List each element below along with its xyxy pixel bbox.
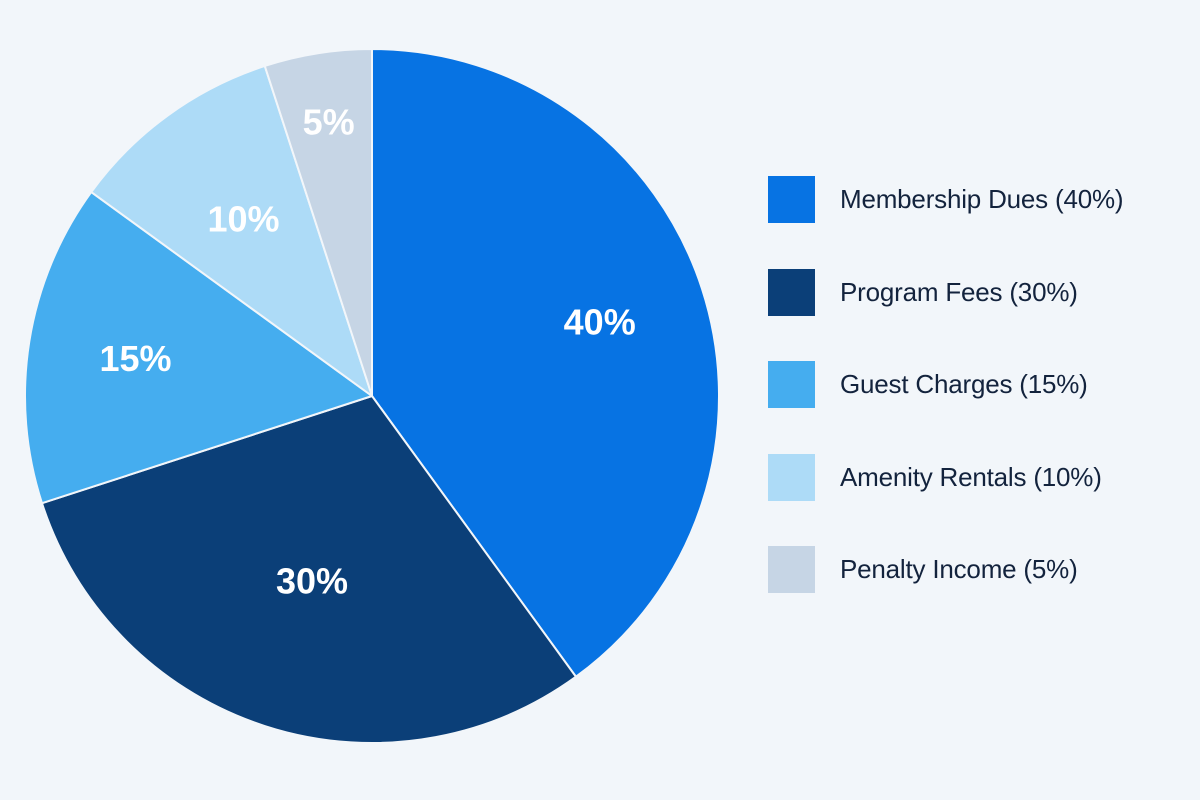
legend-item-guest-charges: Guest Charges (15%) bbox=[768, 361, 1188, 408]
pie-slice-labels: 40% 30% 15% 10% 5% bbox=[99, 101, 635, 601]
pie-label-amenity-rentals: 10% bbox=[207, 199, 279, 240]
legend-item-membership-dues: Membership Dues (40%) bbox=[768, 176, 1188, 223]
pie-slice-membership-dues bbox=[371, 48, 720, 678]
legend-swatch-penalty-income bbox=[768, 546, 815, 593]
legend-swatch-program-fees bbox=[768, 268, 815, 316]
legend-label-membership-dues: Membership Dues (40%) bbox=[840, 184, 1124, 214]
legend-swatch-guest-charges bbox=[768, 361, 815, 408]
pie-label-membership-dues: 40% bbox=[564, 302, 636, 343]
legend-swatch-amenity-rentals bbox=[768, 453, 815, 501]
pie-slice-amenity-rentals bbox=[90, 64, 373, 397]
pie-slice-guest-charges bbox=[24, 191, 373, 505]
legend-label-penalty-income: Penalty Income (5%) bbox=[840, 554, 1078, 584]
pie-slice-program-fees bbox=[40, 395, 577, 744]
legend: Membership Dues (40%) Program Fees (30%)… bbox=[768, 176, 1188, 593]
legend-label-guest-charges: Guest Charges (15%) bbox=[840, 369, 1088, 399]
legend-swatch-membership-dues bbox=[768, 176, 815, 223]
pie-label-guest-charges: 15% bbox=[99, 338, 171, 379]
legend-item-amenity-rentals: Amenity Rentals (10%) bbox=[768, 453, 1188, 501]
legend-item-program-fees: Program Fees (30%) bbox=[768, 268, 1188, 316]
pie-slices bbox=[24, 48, 720, 744]
pie-slice-penalty-income bbox=[263, 48, 373, 397]
pie-label-program-fees: 30% bbox=[276, 560, 348, 601]
legend-item-penalty-income: Penalty Income (5%) bbox=[768, 546, 1188, 593]
legend-label-program-fees: Program Fees (30%) bbox=[840, 276, 1078, 307]
pie-label-penalty-income: 5% bbox=[303, 101, 355, 142]
legend-label-amenity-rentals: Amenity Rentals (10%) bbox=[840, 461, 1102, 492]
